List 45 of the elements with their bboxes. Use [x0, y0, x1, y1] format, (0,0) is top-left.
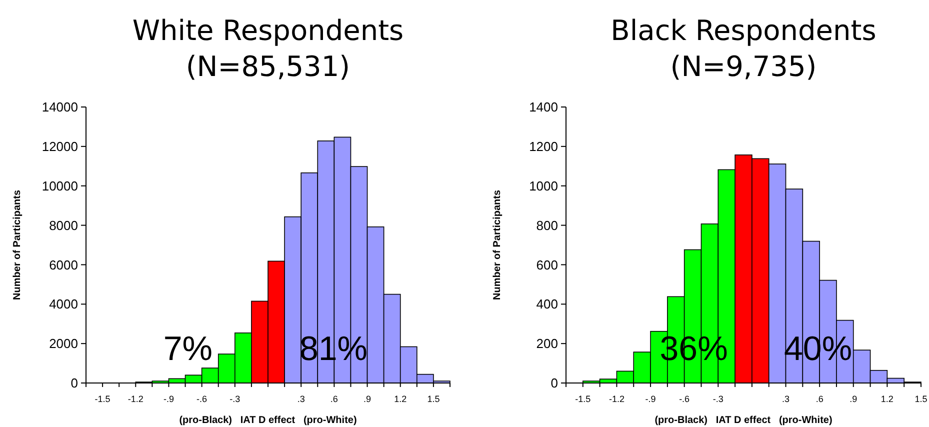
x-tick-label: 1.2	[880, 394, 894, 404]
x-axis-title: (pro-Black) IAT D effect (pro-White)	[179, 415, 357, 426]
y-tick-label: 800	[536, 218, 558, 233]
y-tick-label: 14000	[42, 100, 78, 115]
y-axis-title: Number of Participants	[492, 190, 503, 300]
x-tick-label: .6	[330, 394, 338, 404]
x-tick-label: .9	[850, 394, 858, 404]
x-tick-label: -.3	[712, 394, 724, 404]
y-tick-label: 1400	[529, 100, 558, 115]
y-tick-label: 0	[70, 376, 78, 391]
x-tick-label: -.9	[645, 394, 656, 404]
x-tick-label: -.6	[196, 394, 208, 404]
x-tick-label: -.3	[230, 394, 240, 404]
x-tick-label: -1.5	[94, 394, 110, 404]
y-tick-label: 4000	[49, 296, 78, 312]
x-tick-label: 1.2	[394, 394, 407, 404]
chart-title: White Respondents	[132, 14, 404, 47]
chart-subtitle: (N=85,531)	[186, 50, 350, 83]
chart-title: Black Respondents	[610, 14, 876, 47]
y-tick-label: 1200	[529, 138, 558, 154]
y-tick-label: 6000	[49, 257, 78, 272]
x-tick-label: -1.2	[128, 394, 144, 404]
y-tick-label: 1000	[529, 178, 558, 194]
annotation: 7%	[163, 330, 212, 368]
x-tick-label: 1.5	[427, 394, 440, 404]
y-tick-label: 8000	[49, 218, 78, 233]
x-axis-title: (pro-Black) IAT D effect (pro-White)	[654, 415, 832, 426]
y-tick-label: 400	[536, 296, 558, 312]
x-tick-label: .3	[297, 394, 305, 404]
chart-subtitle: (N=9,735)	[670, 50, 817, 83]
y-tick-label: 10000	[42, 178, 78, 194]
x-tick-label: -.9	[163, 394, 174, 404]
y-tick-label: 12000	[42, 138, 78, 154]
x-tick-label: -.6	[679, 394, 690, 404]
y-axis-title: Number of Participants	[12, 190, 23, 300]
y-tick-label: 2000	[49, 336, 78, 352]
y-tick-label: 600	[536, 257, 558, 272]
x-tick-label: .3	[782, 394, 790, 404]
x-tick-label: .6	[816, 394, 824, 404]
x-tick-label: .9	[364, 394, 372, 404]
x-tick-label: -1.5	[575, 394, 591, 404]
y-tick-label: 200	[536, 336, 558, 352]
y-tick-label: 0	[550, 376, 558, 391]
x-tick-label: -1.2	[608, 394, 624, 404]
x-tick-label: 1.5	[914, 394, 928, 404]
